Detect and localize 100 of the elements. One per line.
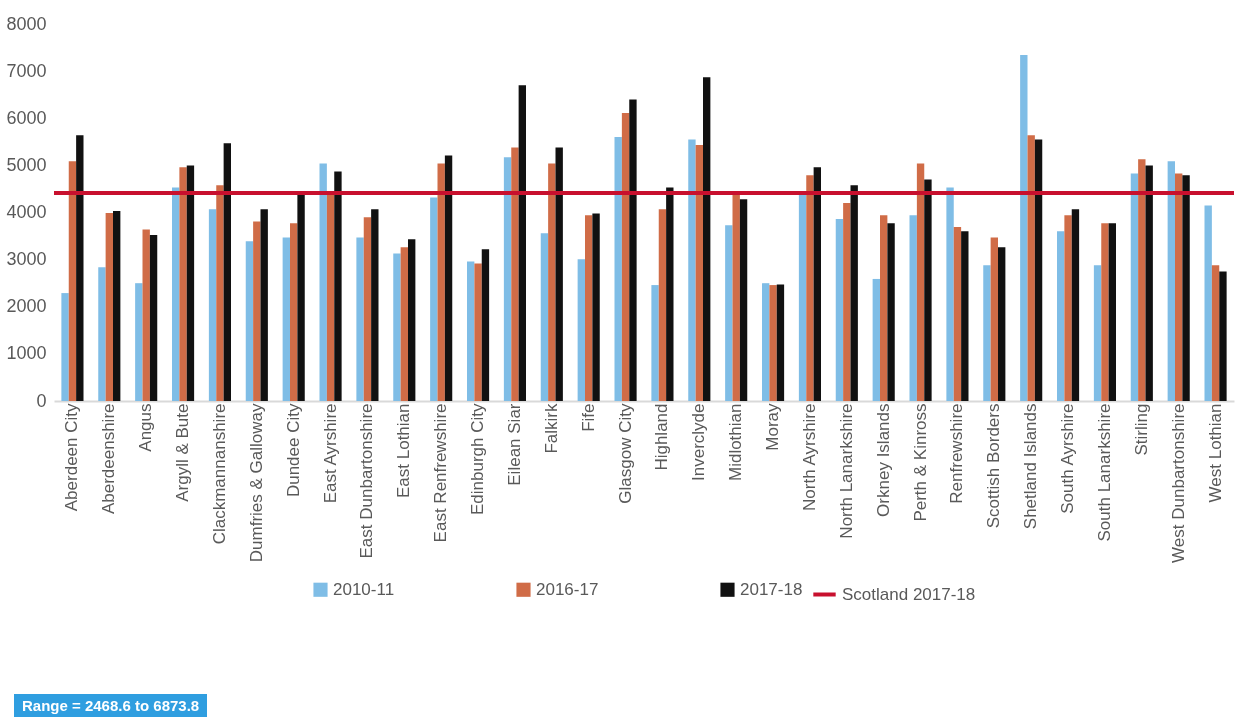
bar [1175,173,1183,401]
legend-label: 2010-11 [333,579,395,599]
bar [319,163,327,401]
bar [1211,265,1220,401]
bar [326,193,335,401]
bar [208,209,217,401]
bar [813,167,821,401]
x-tick-label: Fife [578,403,598,432]
bar [105,212,113,401]
bar [1138,159,1146,401]
x-tick-label: North Ayrshire [799,403,819,511]
y-tick-label: 1000 [6,343,47,364]
bar [762,283,770,401]
bar [223,143,231,401]
y-tick-label: 6000 [6,107,47,128]
bar [953,227,962,401]
y-tick-label: 7000 [6,60,47,81]
bar [245,241,254,401]
legend-label: 2016-17 [536,579,599,599]
bar [474,263,482,401]
bar [518,85,526,401]
x-tick-label: Eilean Siar [504,403,524,486]
bar [629,99,637,401]
bar [113,211,121,401]
bar [172,187,180,401]
x-tick-label: Scottish Borders [984,403,1004,529]
bar [1020,55,1028,401]
x-tick-label: Moray [763,403,783,451]
x-tick-label: Dundee City [283,403,303,498]
x-tick-label: Edinburgh City [468,403,488,516]
bar [68,161,77,401]
bar [1167,161,1175,401]
x-tick-label: Stirling [1131,403,1151,456]
bar [725,225,733,401]
bar [688,139,696,401]
x-tick-label: Falkirk [541,403,561,454]
bar [408,239,416,401]
x-tick-label: East Dunbartonshire [357,403,377,559]
bar [334,171,342,401]
x-tick-label: Aberdeen City [62,403,82,512]
y-tick-label: 8000 [6,13,47,34]
bar [961,231,969,401]
y-tick-label: 2000 [6,296,47,317]
bar [798,193,807,401]
x-tick-label: Clackmannanshire [209,403,229,545]
bar [503,157,512,401]
bar [739,199,748,401]
bar [393,253,401,401]
x-tick-label: Inverclyde [689,403,709,481]
bar [260,209,268,401]
bar [769,285,777,401]
bar [61,293,69,401]
bar [592,213,600,401]
bar [467,261,475,401]
x-tick-label: East Lothian [394,403,414,499]
x-tick-label: Glasgow City [615,403,635,504]
bar [290,223,298,401]
bar [1101,223,1109,401]
bar [1057,231,1065,401]
x-tick-label: Renfrewshire [947,403,967,504]
bar [142,229,150,401]
bar [149,235,158,401]
bar [621,113,630,401]
bar [481,249,490,401]
y-tick-label: 4000 [6,202,47,222]
bar [887,223,895,401]
bar [983,265,991,401]
bar [835,219,844,401]
bar [555,147,563,401]
bar [990,237,998,401]
bar [1064,215,1072,401]
bar [1034,139,1043,401]
bar [282,237,290,401]
bar [186,165,195,401]
bar [909,215,917,401]
bar [297,195,305,401]
x-tick-label: West Dunbartonshire [1168,403,1188,563]
bar [806,175,814,401]
bar [548,163,556,401]
y-tick-label: 0 [36,390,47,411]
x-tick-label: South Ayrshire [1058,403,1078,514]
x-tick-label: West Lothian [1205,403,1225,503]
bar [880,215,888,401]
x-tick-label: Aberdeenshire [99,403,119,515]
x-tick-label: East Renfrewshire [431,403,451,543]
y-tick-label: 3000 [6,249,47,270]
bar [732,193,740,401]
bar [695,145,703,401]
text: Range = 2468.6 to 6873.8 [14,694,208,717]
x-tick-label: Orkney Islands [873,403,893,517]
bar [916,163,925,401]
x-tick-label: Argyll & Bute [173,403,193,502]
bar [179,167,187,401]
bar [437,163,445,401]
bar [135,283,143,401]
x-tick-label: Highland [652,403,672,471]
x-tick-label: Shetland Islands [1021,403,1041,530]
bar [76,135,84,401]
bar [511,147,519,401]
bar [1071,209,1080,401]
